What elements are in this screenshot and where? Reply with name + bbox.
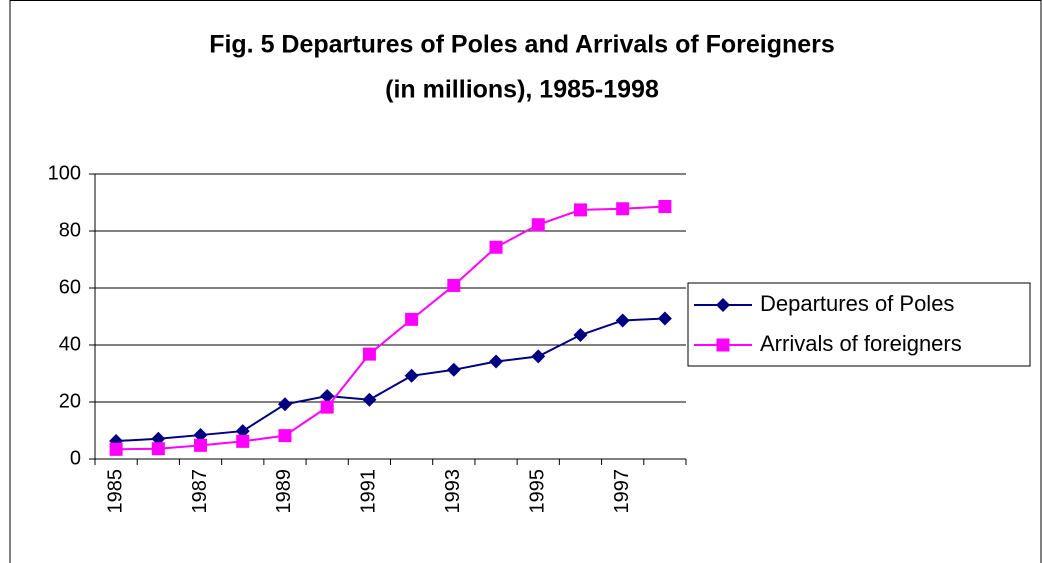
x-tick-label: 1997 [611, 469, 633, 514]
data-point [404, 368, 419, 383]
x-tick-label: 1987 [189, 469, 211, 514]
x-tick-label: 1995 [527, 469, 549, 514]
data-point [235, 424, 250, 439]
data-point [194, 438, 208, 452]
data-point [109, 442, 123, 456]
data-point [616, 202, 630, 216]
y-tick-label: 0 [70, 447, 81, 469]
y-tick-label: 80 [59, 219, 81, 241]
data-point [531, 349, 546, 364]
data-point [320, 400, 334, 414]
chart-frame [9, 0, 1042, 563]
y-tick-label: 60 [59, 276, 81, 298]
chart-title: Fig. 5 Departures of Poles and Arrivals … [209, 31, 835, 59]
data-point [362, 347, 376, 361]
series-line [116, 317, 665, 443]
legend-marker [716, 338, 730, 352]
y-tick-label: 100 [48, 162, 81, 184]
data-point [573, 203, 587, 217]
x-tick-label: 1985 [104, 469, 126, 514]
data-point [573, 328, 588, 343]
x-tick-label: 1993 [442, 469, 464, 514]
legend-label: Departures of Poles [760, 291, 954, 316]
data-point [489, 240, 503, 254]
data-point [362, 392, 377, 407]
data-point [489, 354, 504, 369]
data-point [446, 362, 461, 377]
data-point [151, 442, 165, 456]
y-tick-label: 20 [59, 390, 81, 412]
data-point [657, 311, 672, 326]
legend-marker [716, 298, 730, 312]
data-point [236, 434, 250, 448]
data-point [615, 313, 630, 328]
data-point [531, 218, 545, 232]
data-point [658, 199, 672, 213]
data-point [277, 397, 292, 412]
x-tick-label: 1991 [358, 469, 380, 514]
data-point [193, 428, 208, 443]
data-point [320, 389, 335, 404]
y-tick-label: 40 [59, 333, 81, 355]
data-point [447, 278, 461, 292]
data-point [405, 312, 419, 326]
series-line [116, 205, 665, 451]
legend-box [687, 282, 1031, 367]
chart-subtitle: (in millions), 1985-1998 [385, 76, 659, 104]
data-point [278, 429, 292, 443]
legend-label: Arrivals of foreigners [760, 331, 962, 356]
x-tick-label: 1989 [273, 469, 295, 514]
